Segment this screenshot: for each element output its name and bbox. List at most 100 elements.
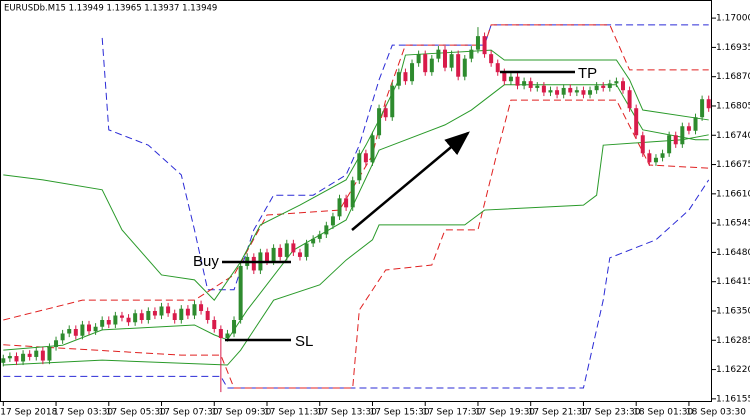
candle-body bbox=[93, 326, 98, 332]
candle-body bbox=[363, 153, 368, 163]
x-tick-label: 17 Sep 17:30 bbox=[422, 408, 482, 418]
annotation: TP bbox=[578, 65, 597, 82]
candle-body bbox=[271, 247, 276, 262]
candle-body bbox=[139, 313, 144, 320]
candle-body bbox=[396, 72, 401, 86]
x-tick-label: 17 Sep 19:30 bbox=[475, 408, 535, 418]
candle-body bbox=[1, 358, 6, 363]
x-tick-label: 17 Sep 11:30 bbox=[264, 408, 324, 418]
x-tick-label: 17 Sep 15:30 bbox=[369, 408, 429, 418]
candle-body bbox=[357, 153, 362, 181]
candle-body bbox=[27, 353, 32, 357]
x-tick-label: 18 Sep 01:30 bbox=[633, 408, 693, 418]
candle-body bbox=[621, 81, 625, 91]
y-tick-label: 1.16285 bbox=[716, 336, 750, 346]
candle-body bbox=[159, 306, 164, 316]
candle-body bbox=[34, 350, 39, 357]
y-tick-label: 1.16220 bbox=[716, 365, 750, 375]
x-tick-label: 17 Sep 21:30 bbox=[528, 408, 588, 418]
y-tick-label: 1.16415 bbox=[716, 277, 750, 287]
candle-body bbox=[528, 81, 533, 88]
candle-body bbox=[489, 54, 494, 64]
candle-body bbox=[535, 85, 540, 88]
candle-body bbox=[522, 81, 527, 86]
candle-body bbox=[350, 180, 355, 208]
y-tick-label: 1.16675 bbox=[716, 160, 750, 170]
candle-body bbox=[87, 324, 91, 332]
y-tick-label: 1.16545 bbox=[716, 219, 750, 229]
candle-body bbox=[251, 256, 256, 271]
candle-body bbox=[205, 310, 210, 320]
y-tick-label: 1.16740 bbox=[716, 131, 750, 141]
candle-body bbox=[218, 329, 223, 339]
x-tick-label: 18 Sep 03:30 bbox=[686, 408, 746, 418]
candle-body bbox=[172, 313, 177, 320]
y-tick-label: 1.16480 bbox=[716, 248, 750, 258]
x-tick-label: 17 Sep 2018 bbox=[0, 408, 57, 418]
x-tick-label: 17 Sep 09:30 bbox=[211, 408, 271, 418]
trend-arrow bbox=[351, 131, 470, 231]
candle-body bbox=[660, 153, 665, 158]
chart-title: EURUSDb.M15 1.13949 1.13965 1.13937 1.13… bbox=[4, 4, 217, 14]
candle-body bbox=[653, 157, 658, 163]
candle-body bbox=[133, 313, 138, 323]
candle-body bbox=[561, 87, 566, 95]
candle-body bbox=[166, 306, 171, 314]
candle-body bbox=[377, 108, 382, 136]
candle-body bbox=[284, 243, 289, 257]
y-tick-label: 1.16350 bbox=[716, 306, 750, 316]
annotation: SL bbox=[295, 333, 313, 350]
candle-body bbox=[311, 238, 316, 244]
candle-body bbox=[337, 198, 342, 217]
indicator-line bbox=[3, 49, 709, 301]
candle-body bbox=[548, 90, 553, 93]
candle-body bbox=[502, 72, 507, 82]
indicator-line bbox=[3, 179, 710, 389]
candle-body bbox=[515, 76, 520, 86]
candle-body bbox=[416, 54, 421, 64]
candle-body bbox=[225, 333, 230, 339]
candle-body bbox=[324, 225, 329, 235]
candle-body bbox=[667, 135, 672, 154]
y-tick-label: 1.17000 bbox=[716, 14, 750, 24]
x-tick-label: 17 Sep 23:30 bbox=[580, 408, 640, 418]
candle-body bbox=[588, 90, 593, 95]
candle-body bbox=[640, 135, 645, 154]
candle-body bbox=[693, 117, 698, 131]
indicator-line bbox=[3, 99, 709, 389]
candle-body bbox=[119, 315, 124, 318]
marks bbox=[1, 24, 711, 393]
candle-body bbox=[265, 252, 269, 262]
annotation: Buy bbox=[193, 253, 219, 270]
candle-body bbox=[40, 350, 45, 361]
candle-body bbox=[443, 49, 447, 68]
candle-body bbox=[330, 216, 335, 226]
candle-body bbox=[238, 265, 243, 320]
y-tick-label: 1.16805 bbox=[716, 101, 750, 111]
candle-body bbox=[462, 58, 467, 77]
candle-body bbox=[627, 90, 632, 109]
candle-body bbox=[403, 72, 408, 82]
candle-body bbox=[100, 319, 105, 327]
candle-body bbox=[581, 90, 586, 95]
candle-body bbox=[126, 317, 131, 323]
y-tick-label: 1.16610 bbox=[716, 189, 750, 199]
candle-body bbox=[80, 324, 85, 336]
plot-frame bbox=[0, 0, 712, 402]
x-tick-label: 17 Sep 07:30 bbox=[159, 408, 219, 418]
candle-body bbox=[541, 85, 546, 93]
candle-body bbox=[113, 315, 118, 325]
x-tick-label: 17 Sep 13:30 bbox=[317, 408, 377, 418]
candle-body bbox=[179, 308, 184, 320]
candle-body bbox=[54, 340, 59, 348]
indicator-line bbox=[3, 134, 709, 366]
candle-body bbox=[73, 329, 78, 336]
candle-body bbox=[370, 135, 375, 163]
candle-body bbox=[429, 58, 434, 73]
candle-body bbox=[297, 252, 302, 257]
candle-body bbox=[67, 329, 72, 334]
candle-body bbox=[607, 83, 612, 88]
candle-body bbox=[568, 87, 573, 93]
candle-body bbox=[199, 304, 204, 311]
